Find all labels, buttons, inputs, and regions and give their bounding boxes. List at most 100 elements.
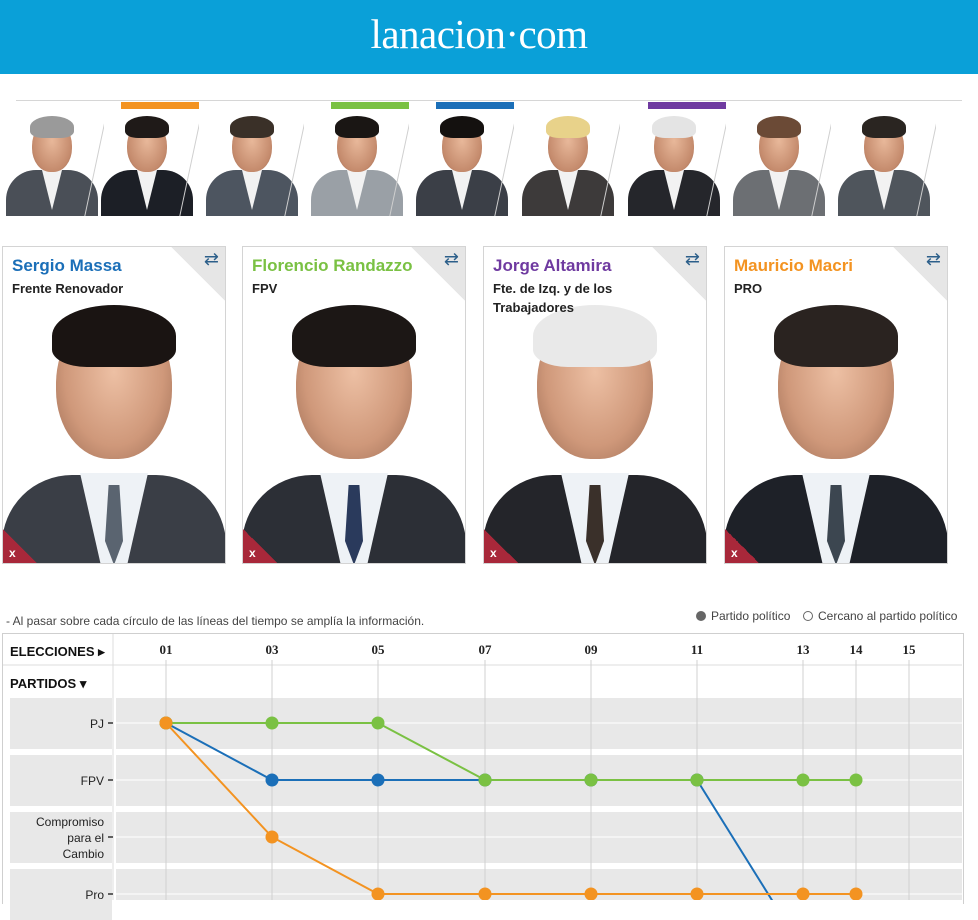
candidate-name: Florencio Randazzo: [252, 256, 413, 275]
year-tick-label: 14: [850, 642, 864, 657]
strip-divider: [16, 100, 962, 101]
data-point[interactable]: [796, 887, 810, 901]
candidate-hair: [292, 305, 416, 367]
swap-icon[interactable]: ⇄: [443, 249, 459, 269]
close-icon: x: [490, 546, 497, 560]
candidate-card: Mauricio Macri PRO ⇄ x: [724, 246, 948, 564]
thumbnail-hair: [757, 116, 801, 138]
legend-party-label: Partido político: [711, 609, 791, 623]
year-tick-label: 05: [372, 642, 386, 657]
thumbnail-hair: [440, 116, 484, 138]
candidate-strip: [0, 100, 978, 218]
party-label: Compromiso para el Cambio: [10, 812, 112, 863]
party-label: FPV: [10, 755, 112, 806]
close-icon: x: [249, 546, 256, 560]
data-point[interactable]: [371, 887, 385, 901]
candidate-tie: [105, 485, 123, 563]
thumbnail-hair: [862, 116, 906, 138]
candidate-name: Sergio Massa: [12, 256, 122, 275]
data-point[interactable]: [849, 887, 863, 901]
party-label: PJ: [10, 698, 112, 749]
remove-button[interactable]: x: [3, 529, 37, 563]
candidate-thumbnail[interactable]: [305, 102, 409, 216]
swap-icon[interactable]: ⇄: [925, 249, 941, 269]
candidate-thumbnail[interactable]: [410, 102, 514, 216]
data-point[interactable]: [265, 716, 279, 730]
candidate-party: FPV: [252, 281, 278, 296]
thumbnail-hair: [230, 116, 274, 138]
year-tick-label: 01: [160, 642, 173, 657]
candidate-party: Frente Renovador: [12, 281, 124, 296]
data-point[interactable]: [371, 773, 385, 787]
candidate-hair: [774, 305, 898, 367]
swap-icon[interactable]: ⇄: [684, 249, 700, 269]
timeline-chart: [2, 633, 964, 904]
timeline-svg: 01 03 05 07 09 11 13 14 15: [3, 634, 962, 901]
data-point[interactable]: [796, 773, 810, 787]
candidate-tie: [827, 485, 845, 563]
thumbnail-hair: [335, 116, 379, 138]
close-icon: x: [731, 546, 738, 560]
candidate-thumbnail[interactable]: [832, 102, 936, 216]
site-logo[interactable]: lanacion·com: [370, 11, 588, 57]
elections-label: ELECCIONES: [10, 644, 95, 659]
caret-down-icon: ▾: [79, 676, 87, 691]
party-color-bar: [121, 102, 199, 109]
data-point[interactable]: [478, 773, 492, 787]
remove-button[interactable]: x: [243, 529, 277, 563]
data-point[interactable]: [371, 716, 385, 730]
data-point[interactable]: [265, 830, 279, 844]
close-icon: x: [9, 546, 16, 560]
candidate-name: Jorge Altamira: [493, 256, 612, 275]
thumbnail-hair: [30, 116, 74, 138]
year-tick-label: 07: [479, 642, 493, 657]
series-line: [165, 722, 856, 895]
swap-corner[interactable]: [411, 247, 465, 301]
year-tick-label: 15: [903, 642, 917, 657]
data-point[interactable]: [690, 887, 704, 901]
data-point[interactable]: [159, 716, 173, 730]
year-tick-label: 09: [585, 642, 599, 657]
swap-corner[interactable]: [652, 247, 706, 301]
remove-button[interactable]: x: [484, 529, 518, 563]
year-tick-label: 11: [691, 642, 703, 657]
candidate-thumbnail[interactable]: [727, 102, 831, 216]
candidate-thumbnail[interactable]: [622, 102, 726, 216]
candidate-thumbnail[interactable]: [0, 102, 104, 216]
thumbnail-hair: [125, 116, 169, 138]
caret-right-icon: ▸: [98, 644, 105, 659]
data-point[interactable]: [690, 773, 704, 787]
year-tick-label: 03: [266, 642, 280, 657]
data-point[interactable]: [584, 773, 598, 787]
candidate-thumbnail[interactable]: [200, 102, 304, 216]
candidate-party: PRO: [734, 281, 763, 296]
candidate-card: Florencio Randazzo FPV ⇄ x: [242, 246, 466, 564]
data-point[interactable]: [584, 887, 598, 901]
data-point[interactable]: [265, 773, 279, 787]
party-color-bar: [436, 102, 514, 109]
swap-corner[interactable]: [171, 247, 225, 301]
candidate-name: Mauricio Macri: [734, 256, 854, 275]
data-point[interactable]: [478, 887, 492, 901]
candidate-hair: [533, 305, 657, 367]
hover-hint: - Al pasar sobre cada círculo de las lín…: [6, 614, 425, 628]
candidate-tie: [345, 485, 363, 563]
party-color-bar: [331, 102, 409, 109]
site-header: lanacion·com: [0, 0, 978, 74]
swap-corner[interactable]: [893, 247, 947, 301]
parties-toggle[interactable]: PARTIDOS ▾: [10, 676, 86, 692]
hollow-circle-icon: [803, 611, 813, 621]
candidate-tie: [586, 485, 604, 563]
candidate-card: Jorge Altamira Fte. de Izq. y de los Trab…: [483, 246, 707, 564]
party-color-bar: [648, 102, 726, 109]
elections-toggle[interactable]: ELECCIONES ▸: [10, 644, 105, 660]
legend-near: Cercano al partido político: [803, 609, 957, 623]
swap-icon[interactable]: ⇄: [203, 249, 219, 269]
candidate-thumbnail[interactable]: [95, 102, 199, 216]
party-row-band: [116, 869, 962, 900]
candidate-party: Fte. de Izq. y de los Trabajadores: [493, 281, 613, 315]
candidate-card: Sergio Massa Frente Renovador ⇄ x: [2, 246, 226, 564]
data-point[interactable]: [849, 773, 863, 787]
remove-button[interactable]: x: [725, 529, 759, 563]
candidate-thumbnail[interactable]: [516, 102, 620, 216]
